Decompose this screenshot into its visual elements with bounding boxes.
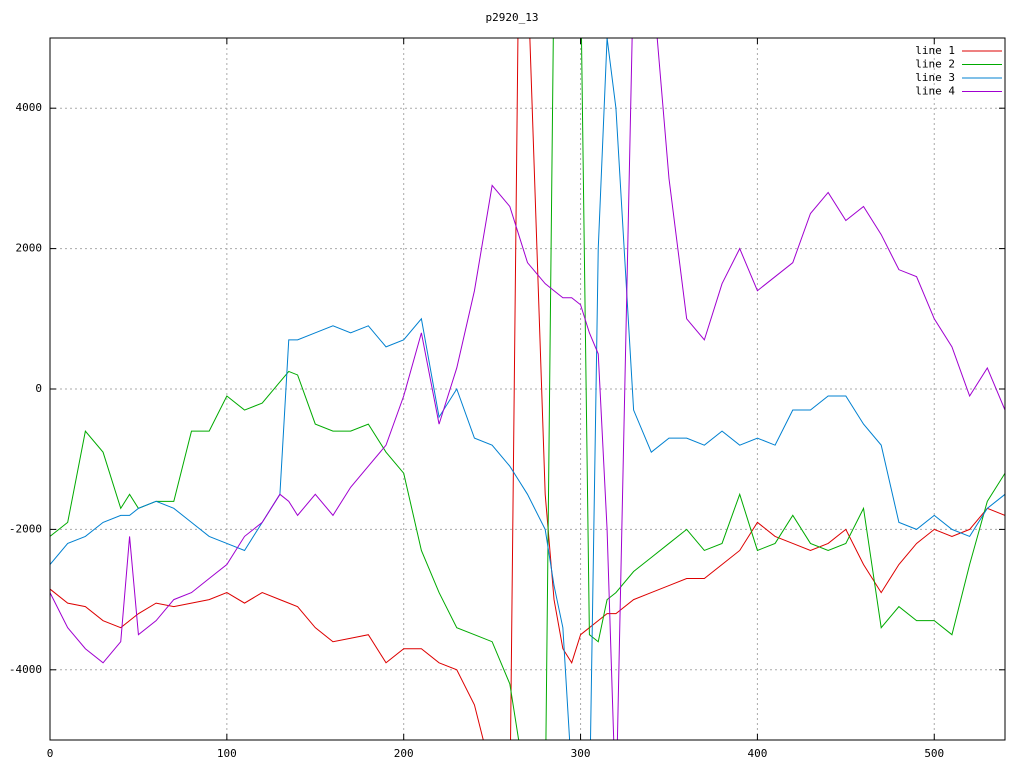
y-tick-label: 0 xyxy=(35,382,42,395)
data-line xyxy=(50,38,1005,740)
grid xyxy=(49,38,1005,740)
legend-label: line 3 xyxy=(915,71,955,84)
x-tick-label: 200 xyxy=(394,747,414,760)
x-tick-label: 300 xyxy=(571,747,591,760)
x-tick-label: 400 xyxy=(747,747,767,760)
x-tick-label: 100 xyxy=(217,747,237,760)
legend-label: line 1 xyxy=(915,44,955,57)
y-tick-label: 2000 xyxy=(16,242,43,255)
x-tick-label: 0 xyxy=(47,747,54,760)
data-line xyxy=(50,38,1005,740)
y-tick-label: 4000 xyxy=(16,101,43,114)
chart-title: p2920_13 xyxy=(486,11,539,24)
data-line xyxy=(50,38,1005,740)
y-tick-label: -4000 xyxy=(9,663,42,676)
legend-label: line 4 xyxy=(915,85,955,98)
x-tick-label: 500 xyxy=(924,747,944,760)
plot-area xyxy=(50,38,1005,740)
y-tick-label: -2000 xyxy=(9,522,42,535)
legend-label: line 2 xyxy=(915,58,955,71)
data-line xyxy=(50,38,1005,740)
